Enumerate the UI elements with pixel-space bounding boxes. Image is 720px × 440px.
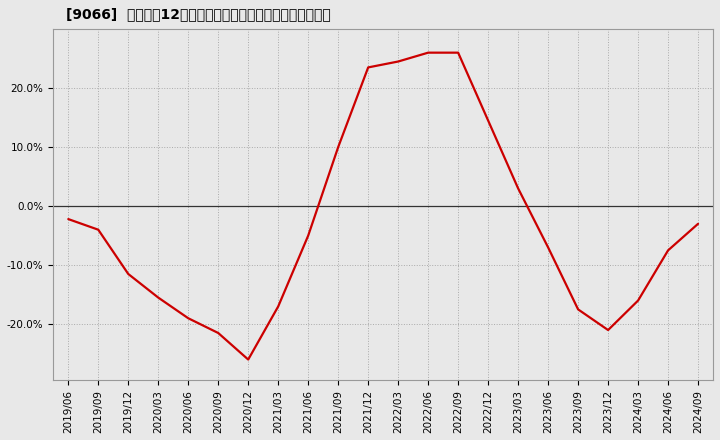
- Text: [9066]  売上高の12か月移動合計の対前年同期増減率の推移: [9066] 売上高の12か月移動合計の対前年同期増減率の推移: [66, 7, 331, 21]
